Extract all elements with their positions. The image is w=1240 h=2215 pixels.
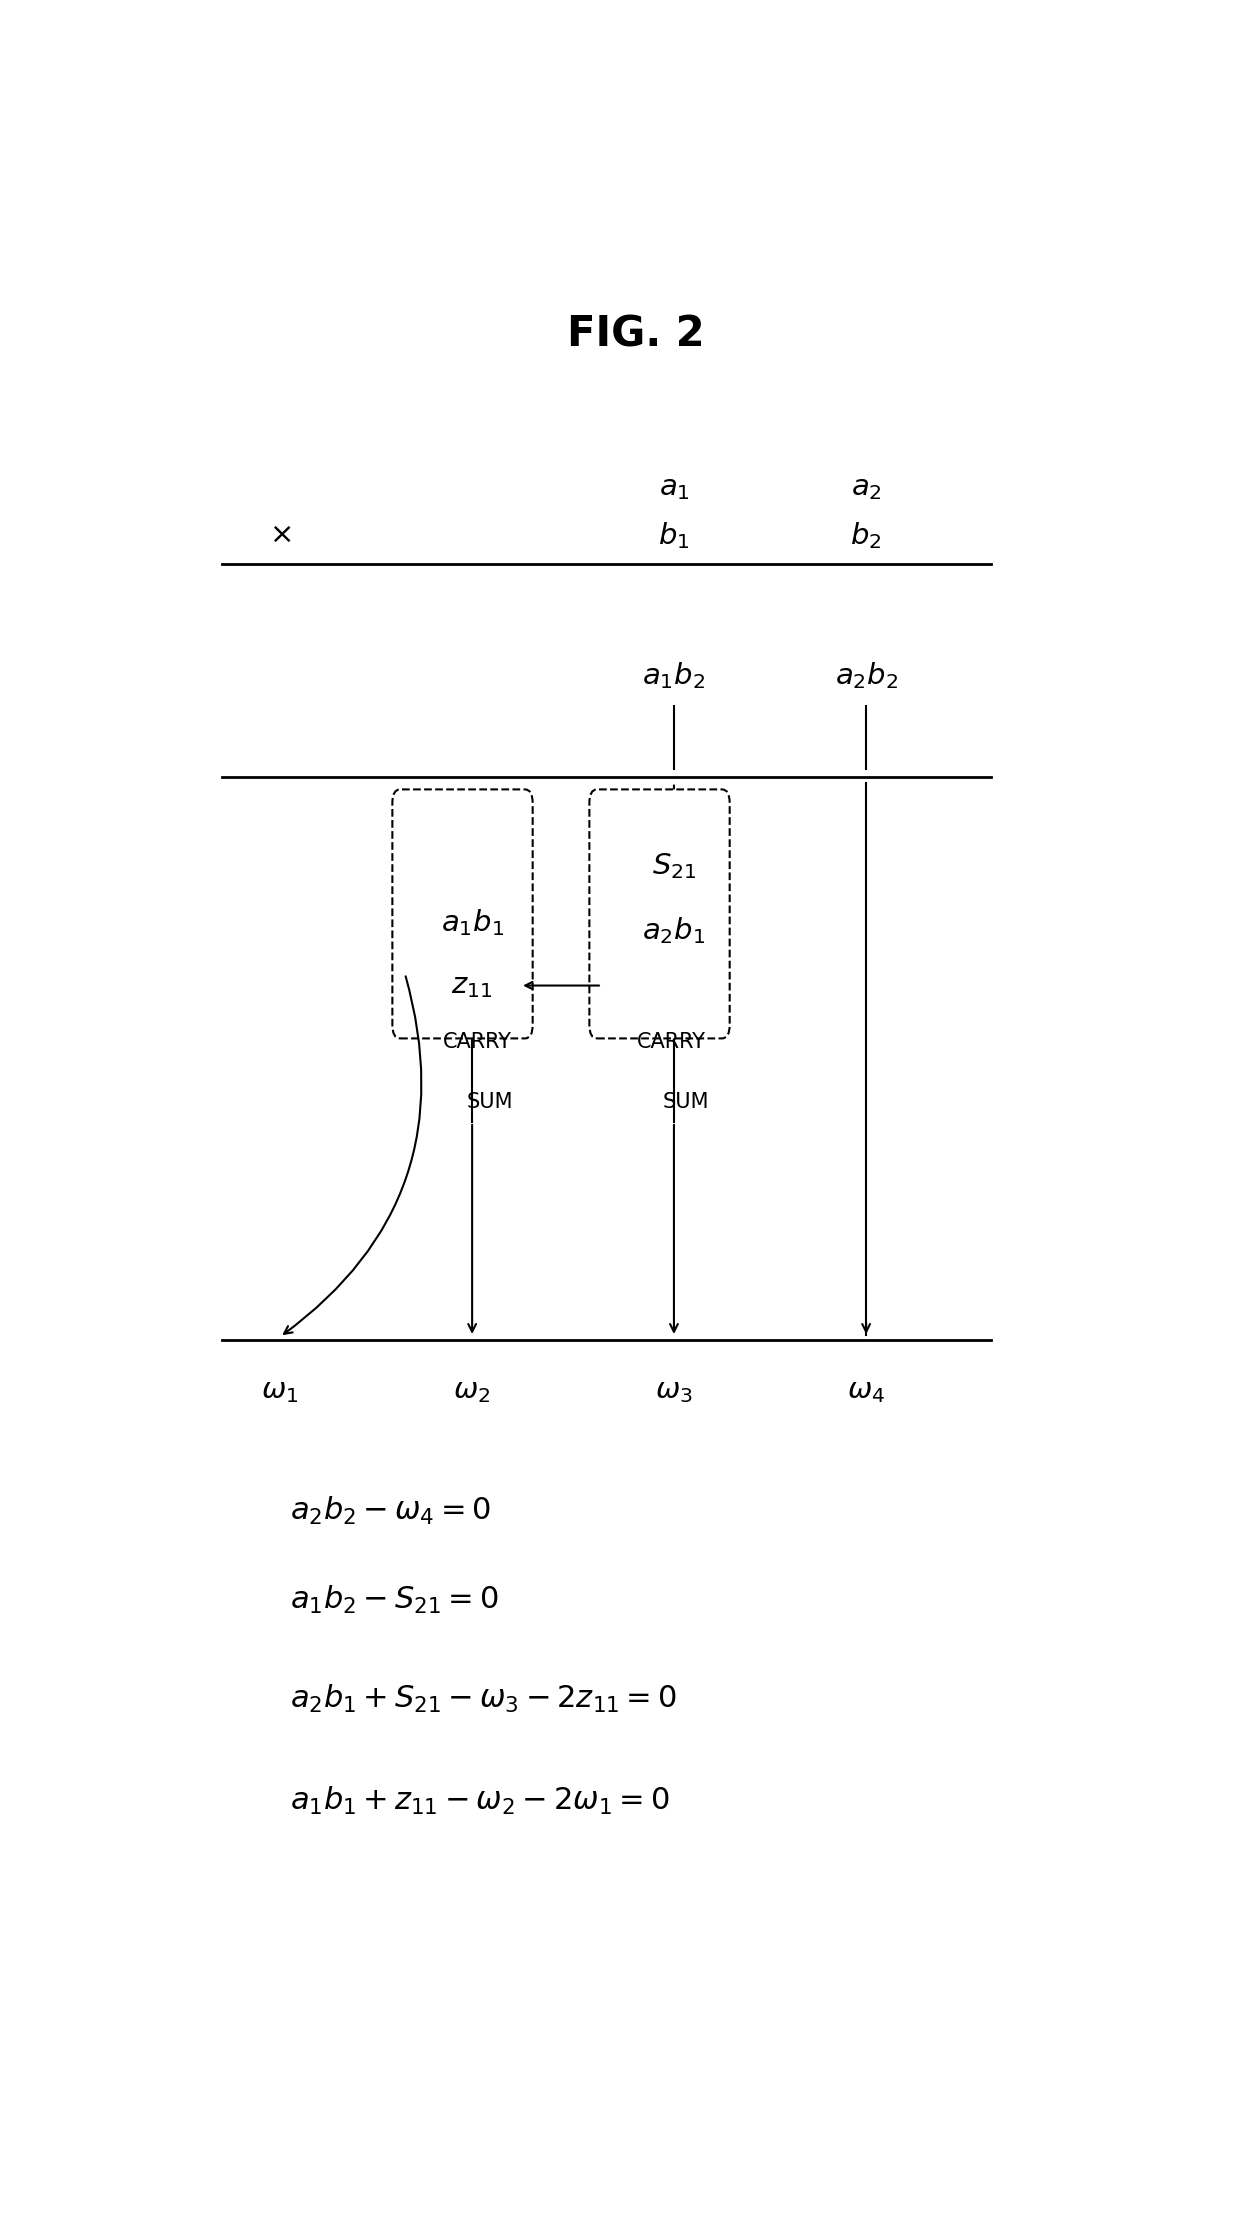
- Text: $\omega_4$: $\omega_4$: [847, 1378, 885, 1407]
- Text: $b_1$: $b_1$: [658, 521, 689, 552]
- Text: $a_2b_1 + S_{21} - \omega_3 - 2z_{11} = 0$: $a_2b_1 + S_{21} - \omega_3 - 2z_{11} = …: [290, 1683, 676, 1714]
- Text: $a_1b_1 + z_{11} - \omega_2 - 2\omega_1 = 0$: $a_1b_1 + z_{11} - \omega_2 - 2\omega_1 …: [290, 1785, 668, 1816]
- Text: CARRY: CARRY: [636, 1032, 706, 1052]
- Text: $a_1b_1$: $a_1b_1$: [440, 906, 503, 937]
- Text: $a_2b_2 - \omega_4 = 0$: $a_2b_2 - \omega_4 = 0$: [290, 1495, 491, 1526]
- Text: SUM: SUM: [662, 1092, 709, 1112]
- Text: $\omega_1$: $\omega_1$: [262, 1378, 299, 1407]
- Text: $a_2b_2$: $a_2b_2$: [835, 660, 898, 691]
- Text: $S_{21}$: $S_{21}$: [652, 851, 696, 882]
- FancyBboxPatch shape: [392, 789, 533, 1039]
- Text: $\omega_3$: $\omega_3$: [655, 1378, 693, 1407]
- Text: $a_1$: $a_1$: [658, 474, 689, 501]
- Text: SUM: SUM: [466, 1092, 512, 1112]
- Text: CARRY: CARRY: [443, 1032, 511, 1052]
- Text: $b_2$: $b_2$: [851, 521, 882, 552]
- Text: $\omega_2$: $\omega_2$: [454, 1378, 491, 1407]
- Text: $a_1b_2 - S_{21} = 0$: $a_1b_2 - S_{21} = 0$: [290, 1584, 498, 1615]
- Text: $a_1b_2$: $a_1b_2$: [642, 660, 706, 691]
- Text: $\times$: $\times$: [269, 521, 291, 549]
- Text: FIG. 2: FIG. 2: [567, 312, 704, 354]
- Text: $a_2b_1$: $a_2b_1$: [642, 915, 706, 946]
- Text: $z_{11}$: $z_{11}$: [451, 972, 492, 999]
- Text: $a_2$: $a_2$: [851, 474, 882, 501]
- FancyBboxPatch shape: [589, 789, 729, 1039]
